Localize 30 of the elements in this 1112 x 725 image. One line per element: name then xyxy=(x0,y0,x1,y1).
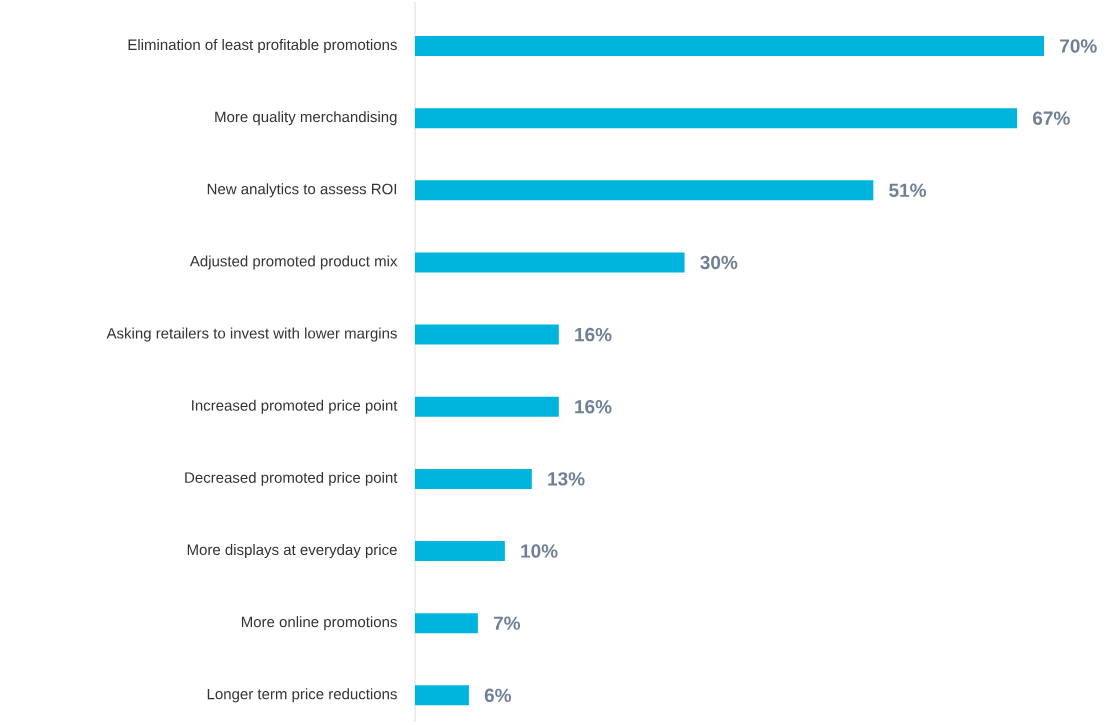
y-tick-label: Increased promoted price point xyxy=(192,399,398,414)
bar xyxy=(415,685,469,706)
bar xyxy=(415,541,505,562)
data-label: 7% xyxy=(493,616,521,630)
bar xyxy=(415,468,532,489)
y-tick-label: More online promotions xyxy=(241,616,397,631)
bar xyxy=(415,324,559,345)
y-tick-label: More quality merchandising xyxy=(215,111,397,126)
bar xyxy=(415,252,685,273)
bar xyxy=(415,613,478,634)
bar xyxy=(415,36,1045,57)
data-label: 16% xyxy=(575,400,612,414)
y-tick-label: Longer term price reductions xyxy=(207,688,397,703)
y-tick-label: Elimination of least profitable promotions xyxy=(128,39,397,53)
data-label: 13% xyxy=(548,472,585,486)
y-tick-label: New analytics to assess ROI xyxy=(207,183,397,198)
data-label: 16% xyxy=(575,327,612,342)
data-label: 51% xyxy=(889,183,927,197)
y-tick-label: Decreased promoted price point xyxy=(185,471,398,486)
y-tick-label: Asking retailers to invest with lower margins xyxy=(106,327,397,342)
y-tick-label: Adjusted promoted product mix xyxy=(189,255,398,270)
data-label: 6% xyxy=(484,688,512,703)
y-tick-label: More displays at everyday price xyxy=(187,544,397,559)
data-label: 10% xyxy=(521,544,558,558)
bar xyxy=(415,180,874,201)
data-label: 70% xyxy=(1060,39,1097,53)
data-label: 67% xyxy=(1033,111,1070,125)
bar xyxy=(415,396,559,417)
data-label: 30% xyxy=(700,255,738,270)
bar xyxy=(415,108,1018,129)
